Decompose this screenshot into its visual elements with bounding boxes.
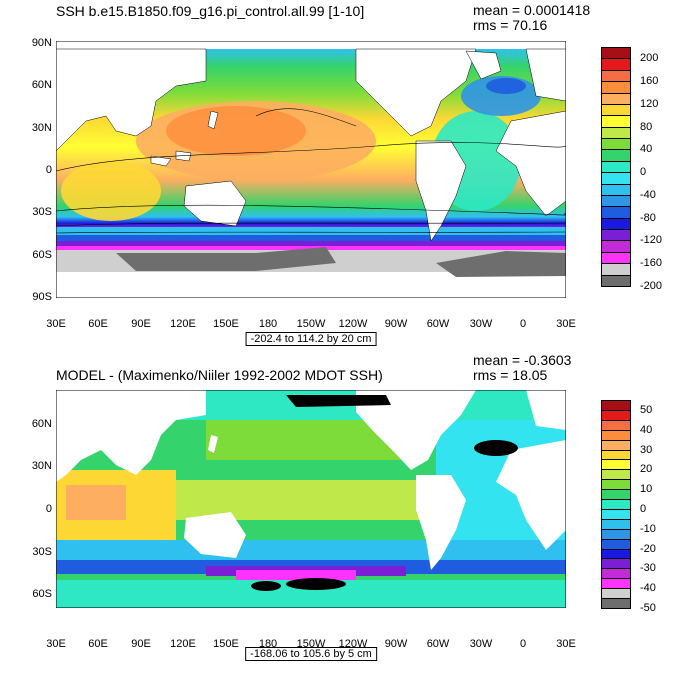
lon-label: 30E: [556, 638, 576, 650]
lat-label: 0: [45, 503, 52, 515]
colorbar-label: -120: [640, 234, 663, 247]
colorbar-label: 0: [640, 502, 647, 515]
lon-label: 30W: [469, 318, 493, 330]
lat-label: 30S: [32, 206, 52, 218]
panel-title: MODEL - (Maximenko/Niiler 1992-2002 MDOT…: [56, 367, 383, 383]
ssh-panel-bottom: MODEL - (Maximenko/Niiler 1992-2002 MDOT…: [0, 350, 700, 700]
lon-label: 90E: [131, 318, 151, 330]
lon-label: 0: [519, 318, 527, 330]
rms-value: rms = 18.05: [473, 367, 548, 383]
ssh-diff-map: [56, 390, 566, 608]
ssh-diff-map-svg: [56, 390, 566, 608]
lat-label: 60S: [32, 588, 52, 600]
rms-value: rms = 70.16: [473, 17, 548, 33]
colorbar-label: -160: [640, 257, 663, 270]
lon-label: 90E: [131, 638, 151, 650]
lon-label: 60E: [88, 318, 108, 330]
lon-label: 120E: [170, 318, 196, 330]
contour-info: -202.4 to 114.2 by 20 cm: [245, 332, 377, 346]
colorbar-label: -200: [640, 280, 663, 292]
colorbar-label: 0: [640, 166, 647, 179]
ssh-map-svg: [56, 41, 566, 298]
colorbar-swatch: [601, 274, 631, 287]
colorbar-label: 20: [640, 463, 653, 476]
lon-label: 30E: [46, 318, 66, 330]
mean-value: mean = 0.0001418: [473, 2, 591, 18]
colorbar-label: -10: [640, 522, 656, 535]
lat-label: 90S: [32, 291, 52, 303]
colorbar-label: 30: [640, 443, 653, 456]
lat-label: 60N: [31, 79, 52, 91]
colorbar-label: -40: [640, 188, 656, 201]
land-masses: [56, 390, 566, 570]
colorbar-swatch: [601, 598, 631, 609]
lon-label: 60W: [426, 318, 450, 330]
colorbar-label: 120: [640, 97, 659, 110]
colorbar-label: -20: [640, 542, 656, 555]
lon-label: 120E: [170, 638, 196, 650]
lon-axis: 30E 60E 90E 120E 150E 180 150W 120W 90W …: [0, 318, 700, 332]
colorbar-label: 160: [640, 75, 659, 88]
contour-lines: [56, 108, 566, 234]
lon-label: 120W: [338, 318, 368, 330]
lat-label: 30N: [31, 460, 52, 472]
lon-label: 150E: [213, 318, 239, 330]
ssh-panel-top: SSH b.e15.B1850.f09_g16.pi_control.all.9…: [0, 2, 700, 346]
lon-label: 60W: [426, 638, 450, 650]
colorbar-label: 10: [640, 483, 653, 496]
lon-label: 180: [258, 318, 278, 330]
lon-label: 0: [519, 638, 527, 650]
land-masses: [56, 48, 566, 242]
lat-label: 60N: [31, 418, 52, 430]
lon-label: 60E: [88, 638, 108, 650]
colorbar: [601, 47, 631, 287]
lon-label: 30E: [46, 638, 66, 650]
lon-label: 30E: [556, 318, 576, 330]
lat-label: 0: [45, 164, 52, 176]
colorbar-label: -40: [640, 582, 656, 595]
colorbar-label: 50: [640, 403, 653, 416]
colorbar-label: 40: [640, 423, 653, 436]
lon-label: 150W: [296, 318, 326, 330]
lon-label: 90W: [384, 318, 408, 330]
colorbar-label: 40: [640, 143, 653, 156]
lat-label: 90N: [31, 37, 52, 49]
panel-title: SSH b.e15.B1850.f09_g16.pi_control.all.9…: [56, 3, 365, 19]
lat-label: 30N: [31, 122, 52, 134]
mean-value: mean = -0.3603: [473, 352, 572, 368]
contour-info: -168.06 to 105.6 by 5 cm: [245, 647, 377, 661]
colorbar-label: -80: [640, 211, 656, 224]
ssh-map: [56, 41, 566, 298]
colorbar-label: -30: [640, 562, 656, 575]
lon-label: 150E: [213, 638, 239, 650]
colorbar-label: 80: [640, 120, 653, 133]
lon-label: 30W: [469, 638, 493, 650]
lon-label: 90W: [384, 638, 408, 650]
lat-label: 30S: [32, 546, 52, 558]
colorbar-label: 200: [640, 52, 659, 65]
colorbar: [601, 400, 631, 609]
lat-label: 60S: [32, 249, 52, 261]
colorbar-label: -50: [640, 602, 656, 614]
